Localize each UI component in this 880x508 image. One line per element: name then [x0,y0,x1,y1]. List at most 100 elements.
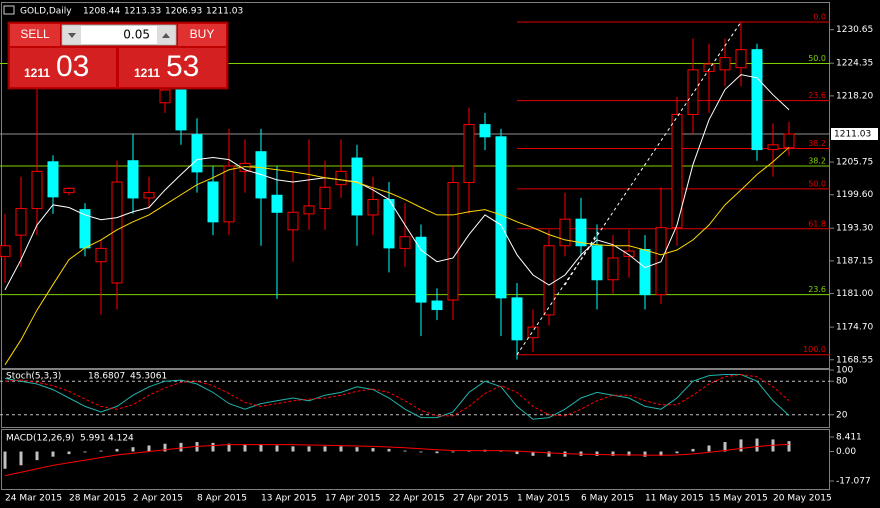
histogram-bar [371,448,375,452]
symbol: GOLD,Daily [20,7,72,17]
sell-label: SELL [20,27,50,41]
histogram-bar [339,446,343,452]
candle-body [191,134,203,173]
candle-body [175,87,187,131]
histogram-bar [291,446,295,452]
x-tick-label: 11 May 2015 [645,494,704,504]
window-icon [3,5,15,15]
histogram-bar [627,451,631,456]
histogram-bar [355,447,359,452]
x-tick-label: 17 Apr 2015 [325,494,381,504]
candle-body [447,182,459,301]
indicator-title: Stoch(5,3,3) [6,372,61,382]
histogram-bar [35,451,39,461]
candle-body [783,133,795,149]
price-box [831,127,878,140]
ohlc-open: 1208.44 [83,7,120,17]
candle-body [703,63,715,72]
histogram-bar [691,448,695,452]
histogram-bar [611,451,615,456]
candle-body [207,181,219,223]
candle-body [383,199,395,249]
fibo-label: 38.2 [808,157,826,166]
arrow-up-icon [162,33,170,38]
candle-body [303,205,315,215]
indicator-line [4,373,790,417]
y-tick-label: 8.411 [836,432,862,442]
candle-body [543,245,555,316]
y-tick-label: 1230.65 [836,25,873,35]
x-tick-label: 22 Apr 2015 [389,494,445,504]
candle-body [607,257,619,281]
histogram-bar [419,451,423,453]
y-tick-label: 1168.55 [836,355,873,365]
y-tick-label: 1193.30 [836,224,873,234]
sell-button[interactable] [10,24,60,46]
bid-box[interactable] [10,48,116,87]
candle-body [671,113,683,229]
bid-small: 03 [56,50,89,83]
histogram-bar [659,451,663,456]
histogram-bar [83,451,87,453]
fibo-label: 38.2 [808,139,826,148]
candle-body [223,165,235,223]
histogram-bar [435,451,439,454]
x-tick-label: 2 Apr 2015 [133,494,183,504]
candle-body [575,218,587,247]
candle-body [767,144,779,151]
candle-body [63,187,75,194]
candle-body [159,89,171,104]
main-panel-frame [1,2,830,369]
histogram-bar [147,445,151,452]
histogram-bar [115,448,119,452]
x-tick-label: 8 Apr 2015 [197,494,247,504]
x-tick-label: 24 Mar 2015 [5,494,62,504]
candle-body [639,248,651,296]
candle-body [527,326,539,339]
histogram-bar [707,445,711,452]
candle-body [399,236,411,249]
histogram-bar [547,451,551,457]
candle-body [719,57,731,71]
ask-small: 53 [166,50,199,83]
ohlc-close: 1211.03 [206,7,243,17]
fibo-label: 23.6 [808,285,826,294]
ask-box[interactable] [119,48,226,87]
histogram-bar [643,451,647,457]
histogram-bar [51,451,55,457]
indicator-value: 4.124 [108,434,134,444]
histogram-bar [323,446,327,452]
y-tick-label: -17.077 [836,476,871,486]
histogram-bar [595,451,599,456]
histogram-bar [515,451,519,455]
y-tick-label: 1174.70 [836,323,873,333]
indicator-line [4,74,790,291]
histogram-bar [307,446,311,452]
ohlc-high: 1213.33 [124,7,161,17]
candle-body [591,245,603,281]
stoch-panel-frame [1,369,830,428]
histogram-bar [451,451,455,453]
lots-field[interactable] [61,24,177,46]
histogram-bar [163,443,167,452]
ohlc-low: 1206.93 [165,7,202,17]
indicator-line [4,443,790,477]
x-tick-label: 1 May 2015 [517,494,570,504]
candle-body [335,170,347,186]
fibo-label: 0.0 [813,13,826,22]
candle-body [495,136,507,299]
histogram-bar [19,451,23,466]
histogram-bar [227,443,231,452]
fibo-trend-line [564,231,599,286]
histogram-bar [723,442,727,452]
y-tick-label: 20 [836,410,848,420]
candle-body [0,245,11,257]
histogram-bar [243,444,247,452]
y-tick-label: 1187.15 [836,256,873,266]
y-tick-label: 0.00 [836,447,856,457]
candle-body [623,250,635,257]
fibo-label: 50.0 [808,54,826,63]
buy-button[interactable] [178,24,226,46]
candle-body [559,218,571,247]
